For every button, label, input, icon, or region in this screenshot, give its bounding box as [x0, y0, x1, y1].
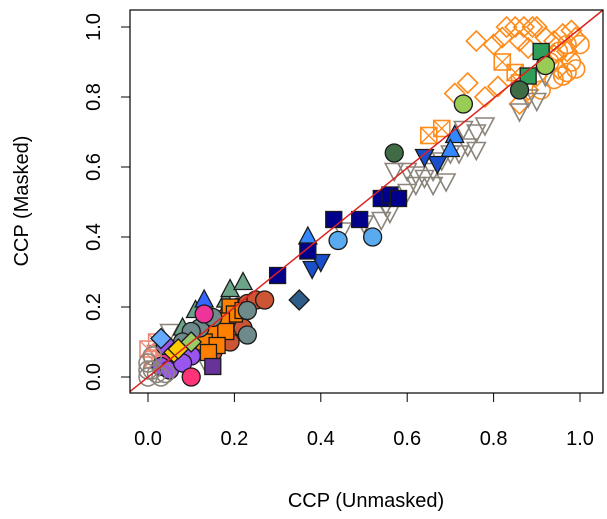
data-point-square — [204, 357, 222, 376]
data-point — [456, 71, 479, 95]
y-axis: 0.0 0.2 0.4 0.6 0.8 1.0 — [83, 13, 131, 391]
data-point — [435, 173, 457, 193]
data-point — [302, 260, 323, 280]
data-point — [204, 357, 222, 376]
data-point — [405, 166, 427, 186]
data-point — [288, 289, 311, 311]
data-point — [535, 55, 556, 76]
data-point — [473, 85, 497, 109]
data-point — [552, 66, 573, 86]
data-point — [474, 117, 496, 137]
data-point-square — [419, 126, 438, 145]
data-point — [414, 169, 435, 190]
data-point — [508, 92, 531, 116]
data-point — [181, 367, 201, 387]
data-point-square — [493, 53, 512, 71]
data-point — [526, 92, 548, 113]
data-point — [268, 266, 287, 285]
data-point — [427, 155, 448, 175]
data-point — [299, 242, 317, 260]
data-point — [370, 211, 392, 232]
data-point — [457, 138, 479, 158]
data-point — [328, 230, 348, 251]
data-point — [254, 290, 275, 310]
data-point — [557, 62, 577, 83]
data-point-cross — [433, 120, 451, 137]
y-tick-label: 0.2 — [83, 293, 105, 321]
data-point-square — [432, 119, 451, 138]
data-point — [432, 119, 451, 138]
data-point — [384, 143, 404, 163]
data-point — [237, 300, 258, 321]
data-point — [194, 304, 214, 324]
data-point — [491, 26, 514, 49]
y-tick-label: 0.8 — [83, 83, 105, 111]
data-point — [232, 271, 254, 291]
data-point-cross — [493, 53, 511, 71]
data-point — [555, 40, 579, 63]
y-tick-label: 0.4 — [83, 223, 105, 251]
data-point — [422, 176, 444, 197]
data-point — [237, 325, 258, 345]
data-point — [570, 34, 590, 55]
data-point-square — [325, 210, 343, 229]
x-tick-label: 0.2 — [220, 428, 248, 450]
data-point — [151, 367, 171, 387]
data-point — [493, 53, 512, 71]
data-point — [440, 138, 461, 158]
data-point — [142, 346, 163, 366]
data-point-square — [268, 266, 287, 285]
data-point — [405, 176, 427, 197]
data-point — [465, 124, 487, 144]
data-point — [453, 94, 474, 114]
data-point — [465, 29, 488, 53]
data-point-square — [299, 242, 317, 260]
data-point — [509, 103, 530, 123]
data-point — [521, 15, 544, 39]
data-point — [495, 15, 518, 39]
data-point — [383, 162, 405, 183]
data-point — [362, 227, 383, 247]
data-points — [138, 15, 590, 387]
data-point — [155, 363, 176, 384]
x-tick-label: 0.0 — [134, 428, 162, 450]
y-axis-title: CCP (Masked) — [11, 136, 33, 267]
data-point — [351, 210, 369, 229]
data-point — [486, 75, 510, 98]
x-axis: 0.0 0.2 0.4 0.6 0.8 1.0 — [134, 392, 594, 450]
y-tick-label: 0.6 — [83, 153, 105, 181]
data-point-square — [351, 210, 369, 229]
data-point — [509, 80, 530, 100]
identity-reference-line — [129, 9, 604, 393]
data-point — [325, 210, 343, 229]
x-tick-label: 0.4 — [307, 428, 335, 450]
data-point — [508, 29, 531, 53]
data-point — [504, 15, 527, 39]
data-point — [150, 327, 172, 350]
x-tick-label: 1.0 — [566, 428, 594, 450]
y-tick-label: 1.0 — [83, 13, 105, 41]
x-tick-label: 0.8 — [480, 428, 508, 450]
y-tick-label: 0.0 — [83, 363, 105, 391]
data-point-square — [389, 189, 408, 208]
x-axis-title: CCP (Unmasked) — [288, 490, 444, 512]
x-tick-label: 0.6 — [393, 428, 421, 450]
data-point — [389, 189, 408, 208]
data-point — [453, 120, 474, 141]
